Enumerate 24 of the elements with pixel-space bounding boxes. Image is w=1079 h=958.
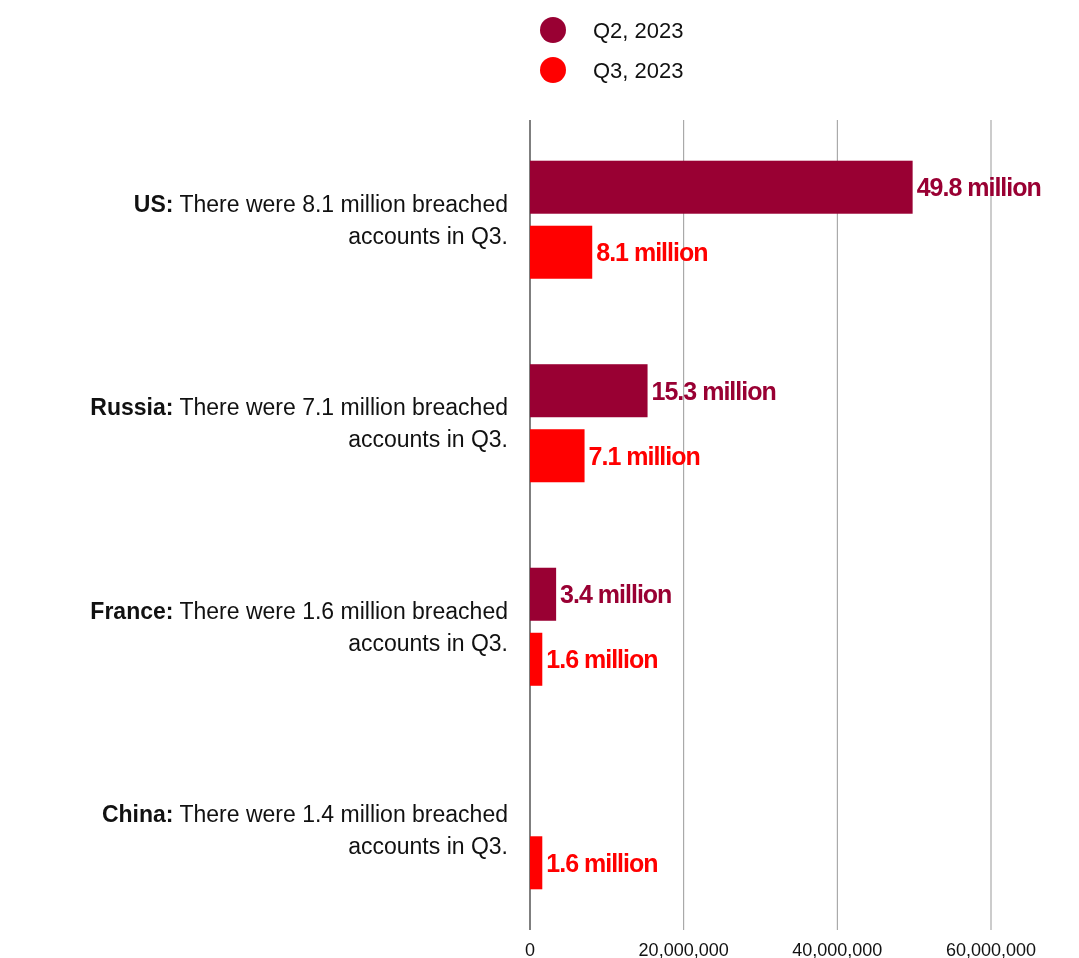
y-tick-label: China: There were 1.4 million breached accounts in Q3. — [101, 801, 508, 860]
bar — [530, 632, 543, 686]
x-tick-label: 40,000,000 — [792, 940, 883, 958]
bar — [530, 160, 913, 214]
data-label: 49.8 million — [916, 173, 1041, 202]
bar — [530, 567, 557, 621]
data-label: 8.1 million — [596, 238, 708, 267]
x-tick-label: 20,000,000 — [638, 940, 729, 958]
data-label: 1.6 million — [546, 645, 658, 674]
bar — [530, 364, 648, 418]
x-tick-label: 0 — [524, 940, 536, 958]
data-label: 15.3 million — [651, 376, 776, 405]
data-label: 1.6 million — [546, 848, 658, 877]
y-tick-label: Russia: There were 7.1 million breached accounts in Q3. — [90, 394, 508, 453]
data-label: 7.1 million — [588, 441, 700, 470]
legend-label: Q2, 2023 — [593, 18, 684, 43]
data-label: 3.4 million — [560, 580, 672, 609]
bar — [530, 225, 593, 279]
y-tick-label: US: There were 8.1 million breached accounts in Q3. — [133, 190, 508, 249]
legend-label: Q3, 2023 — [593, 58, 684, 83]
y-tick-label: France: There were 1.6 million breached accounts in Q3. — [90, 597, 508, 656]
x-tick-label: 60,000,000 — [945, 940, 1037, 958]
bar — [530, 836, 543, 890]
bar — [530, 429, 585, 483]
